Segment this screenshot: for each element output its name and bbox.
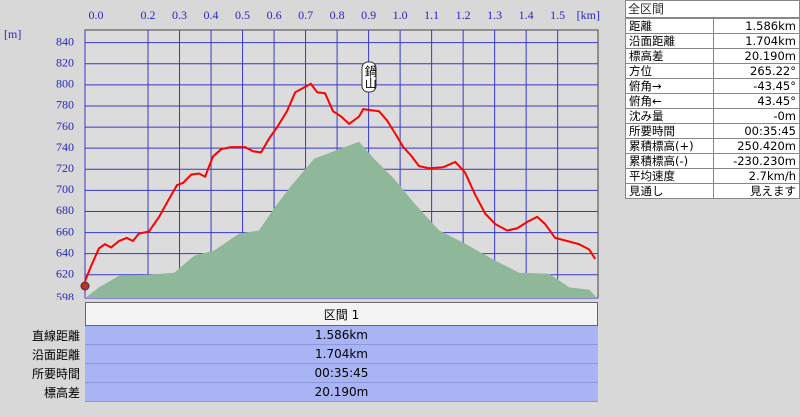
y-tick-label: 740 (56, 140, 74, 154)
label: 沿面距離 (31, 347, 80, 362)
value: 1.586km (85, 326, 598, 345)
x-tick-label: 0.8 (330, 8, 345, 22)
y-tick-label: 640 (56, 245, 74, 259)
start-marker (80, 281, 90, 291)
section-title: 区間 1 (85, 302, 598, 326)
label: 俯角→ (624, 78, 715, 94)
y-tick-label: 780 (56, 98, 74, 112)
label: 距離 (624, 18, 715, 34)
x-tick-label: 0.2 (141, 8, 156, 22)
profile-line (84, 82, 597, 282)
value: 1.704km (713, 33, 800, 49)
section-panel: 区間 1 直線距離 1.586km 沿面距離 1.704km 所要時間 00:35:45 標… (0, 302, 598, 402)
x-tick-label: 1.5 (550, 8, 565, 22)
section-table: 直線距離 1.586km 沿面距離 1.704km 所要時間 00:35:45 標高差 20.… (0, 326, 598, 402)
row: 標高差 20.190m (624, 48, 800, 64)
value: -0m (713, 108, 800, 124)
y-unit: [m] (4, 27, 21, 41)
x-tick-label: 0.9 (361, 8, 376, 22)
y-tick-label: 820 (56, 56, 74, 70)
row: 沈み量 -0m (624, 108, 800, 124)
value: 20.190m (713, 48, 800, 64)
x-tick-label: 1.4 (519, 8, 534, 22)
annotation: 鍋山 (363, 64, 377, 89)
row: 沿面距離 1.704km (0, 344, 598, 364)
row: 平均速度 2.7km/h (624, 168, 800, 184)
label: 沈み量 (624, 108, 715, 124)
x-tick-label: 0.5 (235, 8, 250, 22)
y-tick-label: 620 (56, 267, 74, 281)
row: 距離 1.586km (624, 18, 800, 34)
summary-title: 全区間 (625, 0, 800, 18)
row: 累積標高(-) -230.230m (624, 153, 800, 169)
row: 見通し 見えます (624, 183, 800, 199)
value: 見えます (713, 183, 800, 199)
y-tick-label: 720 (56, 161, 74, 175)
chart: [m] [km] 鍋山 598 620 640 660 680 700 720 740 760 7… (4, 8, 600, 300)
value: 43.45° (713, 93, 800, 109)
row: 直線距離 1.586km (0, 326, 598, 345)
label: 累積標高(-) (624, 153, 715, 169)
summary-table: 距離 1.586km 沿面距離 1.704km 標高差 20.190m 方位 265.22° 俯… (624, 18, 800, 199)
label: 累積標高(+) (624, 138, 715, 154)
row: 俯角→ -43.45° (624, 78, 800, 94)
value: 250.420m (713, 138, 800, 154)
x-tick-label: 1.0 (393, 8, 408, 22)
row: 累積標高(+) 250.420m (624, 138, 800, 154)
label: 俯角← (624, 93, 715, 109)
x-tick-label: 1.1 (424, 8, 439, 22)
value: 265.22° (713, 63, 800, 79)
value: -43.45° (713, 78, 800, 94)
plot: 鍋山 (80, 30, 598, 299)
value: 00:35:45 (713, 123, 800, 139)
row: 俯角← 43.45° (624, 93, 800, 109)
label: 平均速度 (624, 168, 715, 184)
summary-panel: 全区間 距離 1.586km 沿面距離 1.704km 標高差 20.190m 方位 265.… (624, 0, 800, 199)
y-tick-label: 760 (56, 119, 74, 133)
x-tick-label: 1.2 (456, 8, 471, 22)
value: 1.586km (713, 18, 800, 34)
x-tick-label: 0.4 (204, 8, 219, 22)
y-tick-label: 660 (56, 224, 74, 238)
label: 所要時間 (624, 123, 715, 139)
value: -230.230m (713, 153, 800, 169)
label: 見通し (624, 183, 715, 199)
label: 方位 (624, 63, 715, 79)
row: 所要時間 00:35:45 (624, 123, 800, 139)
terrain-area (85, 141, 598, 298)
value: 00:35:45 (85, 363, 598, 383)
label: 沿面距離 (624, 33, 715, 49)
x-tick-label: 0.6 (267, 8, 282, 22)
x-unit: [km] (577, 8, 600, 22)
annotation-box (361, 61, 377, 93)
value: 2.7km/h (713, 168, 800, 184)
x-tick-label: 0.3 (172, 8, 187, 22)
value: 20.190m (85, 382, 598, 402)
label: 標高差 (624, 48, 715, 64)
y-tick-label: 598 (56, 290, 74, 300)
x-tick-label: 0.0 (89, 8, 104, 22)
row: 方位 265.22° (624, 63, 800, 79)
row: 沿面距離 1.704km (624, 33, 800, 49)
label: 直線距離 (31, 328, 80, 343)
x-tick-label: 1.3 (487, 8, 502, 22)
y-tick-label: 840 (56, 34, 74, 48)
y-tick-label: 700 (56, 182, 74, 196)
label: 所要時間 (31, 366, 80, 381)
row: 所要時間 00:35:45 (0, 363, 598, 383)
y-tick-label: 680 (56, 203, 74, 217)
y-tick-label: 800 (56, 77, 74, 91)
value: 1.704km (85, 344, 598, 364)
x-tick-label: 0.7 (298, 8, 313, 22)
label: 標高差 (43, 385, 80, 400)
row: 標高差 20.190m (0, 382, 598, 402)
